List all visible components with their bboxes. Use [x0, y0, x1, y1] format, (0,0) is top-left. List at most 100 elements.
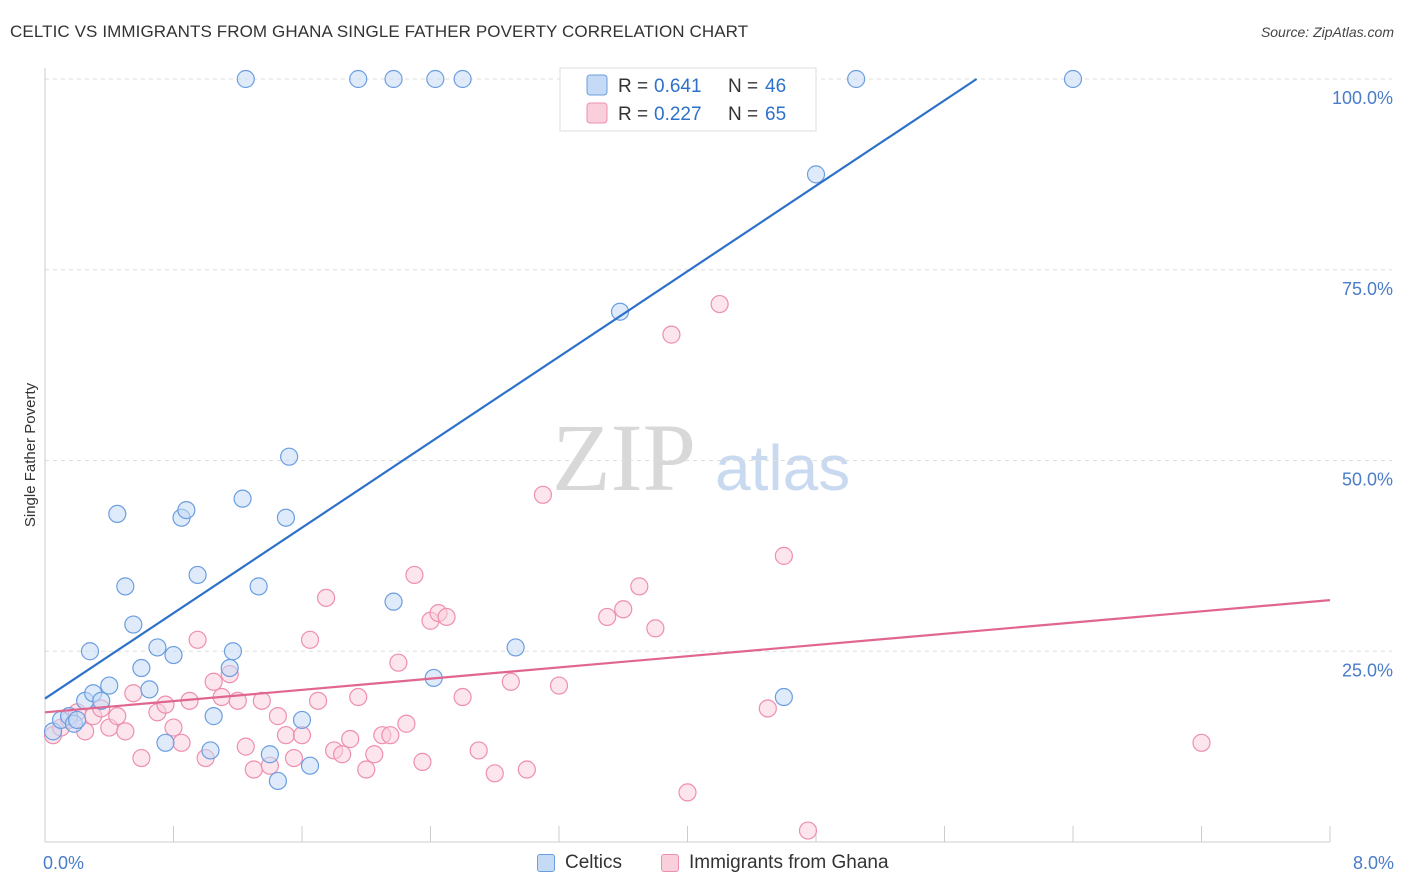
ghana-point: [469, 741, 488, 760]
ghana-point: [1192, 733, 1211, 752]
celtics-point: [68, 710, 87, 730]
celtics-point: [847, 69, 866, 89]
celtics-point: [236, 69, 255, 89]
ghana-point: [365, 745, 384, 764]
ghana-point: [108, 707, 127, 726]
source-label: Source: ZipAtlas.com: [1260, 24, 1394, 40]
legend-celtics-bottom-swatch: [537, 854, 555, 872]
celtics-point: [276, 508, 296, 527]
celtics-point: [384, 69, 403, 89]
trend-line-ghana: [44, 599, 1331, 714]
celtics-point: [204, 707, 223, 726]
celtics-point: [233, 489, 252, 508]
celtics-point: [1063, 69, 1083, 89]
legend-ghana-name: Immigrants from Ghana: [689, 852, 889, 873]
legend-ghana-bottom-swatch: [661, 854, 679, 872]
ghana-point: [437, 607, 456, 627]
legend-item-ghana: Immigrants from Ghana: [661, 852, 889, 874]
watermark-atlas: atlas: [715, 432, 850, 504]
ghana-point: [630, 577, 649, 596]
y-tick-label: 25.0%: [1342, 660, 1393, 680]
series-celtics-points: [43, 69, 1083, 791]
celtics-point: [220, 658, 239, 678]
celtics-point: [384, 592, 403, 611]
ghana-point: [646, 619, 665, 638]
celtics-point: [300, 756, 320, 775]
celtics-point: [148, 638, 167, 657]
ghana-point: [341, 729, 360, 749]
series-ghana-points: [43, 294, 1211, 840]
legend-celtics-r-label: R =: [618, 76, 648, 97]
ghana-point: [164, 718, 183, 737]
ghana-point: [549, 676, 569, 695]
x-tick-label-min: 0.0%: [43, 853, 84, 873]
watermark: ZIP atlas: [552, 404, 850, 511]
ghana-point: [204, 672, 223, 691]
ghana-point: [533, 485, 553, 504]
legend-celtics-n-value: 46: [765, 76, 786, 97]
watermark-zip: ZIP: [552, 404, 696, 511]
ghana-point: [172, 733, 191, 752]
celtics-point: [132, 658, 151, 678]
ghana-point: [774, 546, 793, 565]
ghana-point: [413, 752, 432, 771]
ghana-point: [501, 672, 520, 691]
legend-ghana-r-value: 0.227: [654, 104, 702, 125]
chart-title: CELTIC VS IMMIGRANTS FROM GHANA SINGLE F…: [10, 22, 749, 41]
ghana-point: [381, 726, 400, 745]
celtics-point: [292, 710, 312, 730]
ghana-point: [308, 691, 328, 710]
celtics-point: [806, 165, 826, 184]
celtics-point: [164, 645, 183, 665]
ghana-point: [116, 722, 135, 741]
y-tick-label: 50.0%: [1342, 470, 1393, 490]
ghana-point: [316, 588, 336, 607]
celtics-point: [260, 745, 279, 764]
x-tick-label-max: 8.0%: [1353, 853, 1394, 873]
celtics-point: [177, 500, 196, 520]
ghana-point: [292, 726, 312, 745]
legend-celtics-swatch: [586, 74, 608, 96]
ghana-point: [710, 294, 729, 314]
celtics-point: [140, 680, 159, 699]
legend-celtics-r-value: 0.641: [654, 76, 702, 97]
y-tick-label: 75.0%: [1342, 279, 1393, 299]
celtics-point: [426, 69, 445, 89]
legend-item-celtics: Celtics: [537, 852, 622, 874]
ghana-point: [485, 764, 504, 783]
celtics-point: [453, 69, 472, 89]
ghana-point: [333, 745, 352, 764]
y-tick-label: 100.0%: [1332, 88, 1393, 108]
ghana-point: [124, 684, 143, 703]
ghana-point: [614, 600, 633, 619]
celtics-point: [249, 577, 268, 596]
celtics-point: [116, 577, 135, 596]
celtics-point: [201, 741, 220, 760]
ghana-point: [244, 760, 263, 779]
legend-celtics-n-label: N =: [728, 76, 758, 97]
ghana-point: [284, 748, 304, 768]
ghana-point: [236, 737, 255, 756]
ghana-point: [389, 653, 408, 672]
legend-top: R = 0.641 N = 46 R = 0.227 N = 65: [559, 67, 817, 132]
ghana-point: [156, 695, 175, 714]
celtics-point: [280, 447, 299, 466]
celtics-point: [80, 642, 100, 661]
legend-bottom: Celtics Immigrants from Ghana: [0, 852, 1406, 878]
ghana-point: [349, 687, 368, 707]
legend-ghana-r-label: R =: [618, 104, 648, 125]
y-tick-labels: 100.0% 75.0% 50.0% 25.0%: [1332, 88, 1393, 680]
celtics-point: [124, 615, 143, 634]
ghana-point: [132, 748, 151, 768]
x-ticks: [44, 826, 1331, 842]
celtics-point: [108, 504, 127, 524]
legend-ghana-n-value: 65: [765, 104, 786, 125]
ghana-point: [397, 714, 416, 733]
ghana-point: [405, 565, 424, 585]
celtics-point: [100, 676, 119, 695]
celtics-point: [268, 771, 288, 791]
celtics-point: [223, 642, 243, 661]
celtics-point: [506, 638, 525, 657]
ghana-point: [598, 607, 617, 627]
